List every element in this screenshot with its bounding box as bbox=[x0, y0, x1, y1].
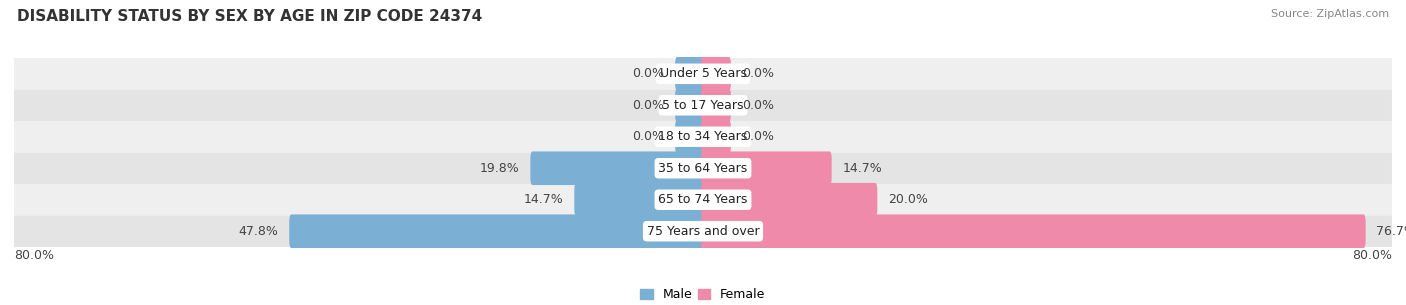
FancyBboxPatch shape bbox=[675, 120, 704, 153]
Text: 0.0%: 0.0% bbox=[633, 99, 664, 112]
Text: 0.0%: 0.0% bbox=[633, 130, 664, 143]
Text: 19.8%: 19.8% bbox=[479, 162, 520, 175]
FancyBboxPatch shape bbox=[702, 183, 877, 217]
FancyBboxPatch shape bbox=[675, 57, 704, 91]
Text: Source: ZipAtlas.com: Source: ZipAtlas.com bbox=[1271, 9, 1389, 19]
Text: 14.7%: 14.7% bbox=[524, 193, 564, 206]
Text: 75 Years and over: 75 Years and over bbox=[647, 225, 759, 238]
FancyBboxPatch shape bbox=[702, 120, 731, 153]
Text: 76.7%: 76.7% bbox=[1376, 225, 1406, 238]
Text: 80.0%: 80.0% bbox=[1353, 249, 1392, 263]
Text: 65 to 74 Years: 65 to 74 Years bbox=[658, 193, 748, 206]
Text: 20.0%: 20.0% bbox=[889, 193, 928, 206]
FancyBboxPatch shape bbox=[702, 88, 731, 122]
Text: 35 to 64 Years: 35 to 64 Years bbox=[658, 162, 748, 175]
Text: 5 to 17 Years: 5 to 17 Years bbox=[662, 99, 744, 112]
Text: 0.0%: 0.0% bbox=[742, 67, 773, 80]
FancyBboxPatch shape bbox=[574, 183, 704, 217]
Text: Under 5 Years: Under 5 Years bbox=[659, 67, 747, 80]
FancyBboxPatch shape bbox=[702, 57, 731, 91]
FancyBboxPatch shape bbox=[14, 152, 1392, 184]
Text: 0.0%: 0.0% bbox=[742, 130, 773, 143]
FancyBboxPatch shape bbox=[14, 184, 1392, 215]
FancyBboxPatch shape bbox=[530, 152, 704, 185]
FancyBboxPatch shape bbox=[290, 214, 704, 248]
Text: 14.7%: 14.7% bbox=[842, 162, 882, 175]
Text: 80.0%: 80.0% bbox=[14, 249, 53, 263]
FancyBboxPatch shape bbox=[14, 121, 1392, 152]
Text: 0.0%: 0.0% bbox=[742, 99, 773, 112]
Text: 18 to 34 Years: 18 to 34 Years bbox=[658, 130, 748, 143]
FancyBboxPatch shape bbox=[14, 90, 1392, 121]
Legend: Male, Female: Male, Female bbox=[636, 283, 770, 305]
FancyBboxPatch shape bbox=[675, 88, 704, 122]
Text: DISABILITY STATUS BY SEX BY AGE IN ZIP CODE 24374: DISABILITY STATUS BY SEX BY AGE IN ZIP C… bbox=[17, 9, 482, 24]
FancyBboxPatch shape bbox=[14, 215, 1392, 247]
FancyBboxPatch shape bbox=[702, 214, 1365, 248]
FancyBboxPatch shape bbox=[702, 152, 832, 185]
Text: 47.8%: 47.8% bbox=[239, 225, 278, 238]
FancyBboxPatch shape bbox=[14, 58, 1392, 90]
Text: 0.0%: 0.0% bbox=[633, 67, 664, 80]
